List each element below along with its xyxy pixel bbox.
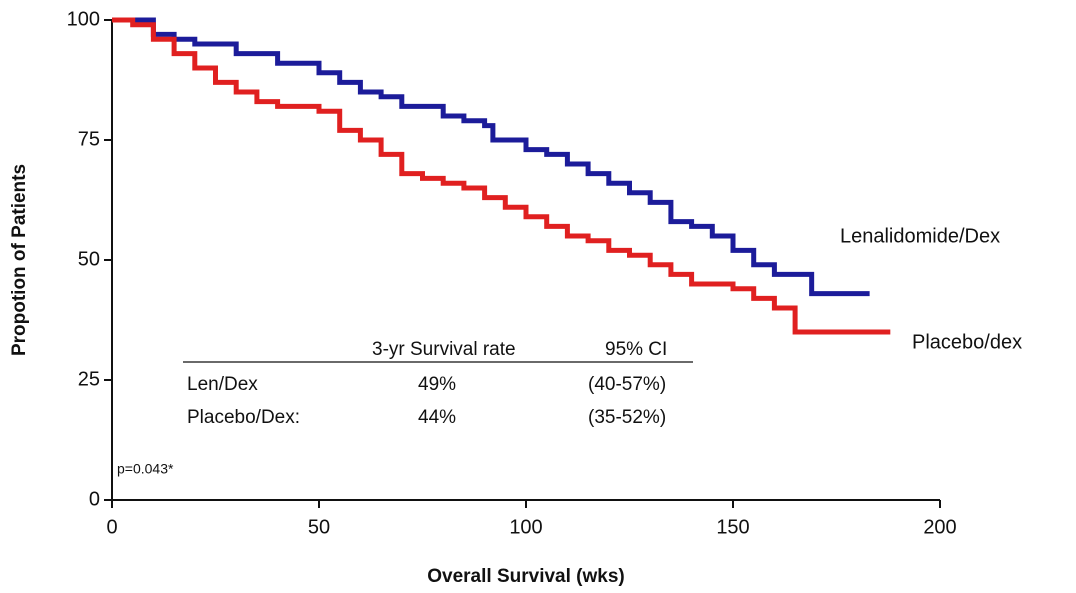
y-tick-label: 25	[78, 368, 100, 390]
x-axis-label: Overall Survival (wks)	[427, 566, 625, 587]
table-header: 3-yr Survival rate	[372, 339, 516, 360]
series-label: Placebo/dex	[912, 331, 1022, 353]
survival-line	[112, 17, 891, 335]
table-cell: 44%	[418, 407, 456, 428]
y-axis-label: Propotion of Patients	[9, 164, 30, 356]
x-tick-label: 200	[923, 516, 956, 538]
p-value: p=0.043*	[117, 461, 174, 477]
table-header: 95% CI	[605, 339, 667, 360]
table-cell: (40-57%)	[588, 374, 666, 395]
series-label: Lenalidomide/Dex	[840, 225, 1000, 247]
y-tick-label: 50	[78, 248, 100, 270]
y-tick-label: 75	[78, 128, 100, 150]
x-tick-label: 150	[716, 516, 749, 538]
table-cell: 49%	[418, 374, 456, 395]
x-tick-label: 100	[509, 516, 542, 538]
y-tick-label: 0	[89, 488, 100, 510]
survival-line	[112, 17, 870, 297]
x-tick-label: 0	[106, 516, 117, 538]
x-tick-label: 50	[308, 516, 330, 538]
y-tick-label: 100	[67, 8, 100, 30]
table-cell: Len/Dex	[187, 374, 258, 395]
table-cell: (35-52%)	[588, 407, 666, 428]
table-cell: Placebo/Dex:	[187, 407, 300, 428]
